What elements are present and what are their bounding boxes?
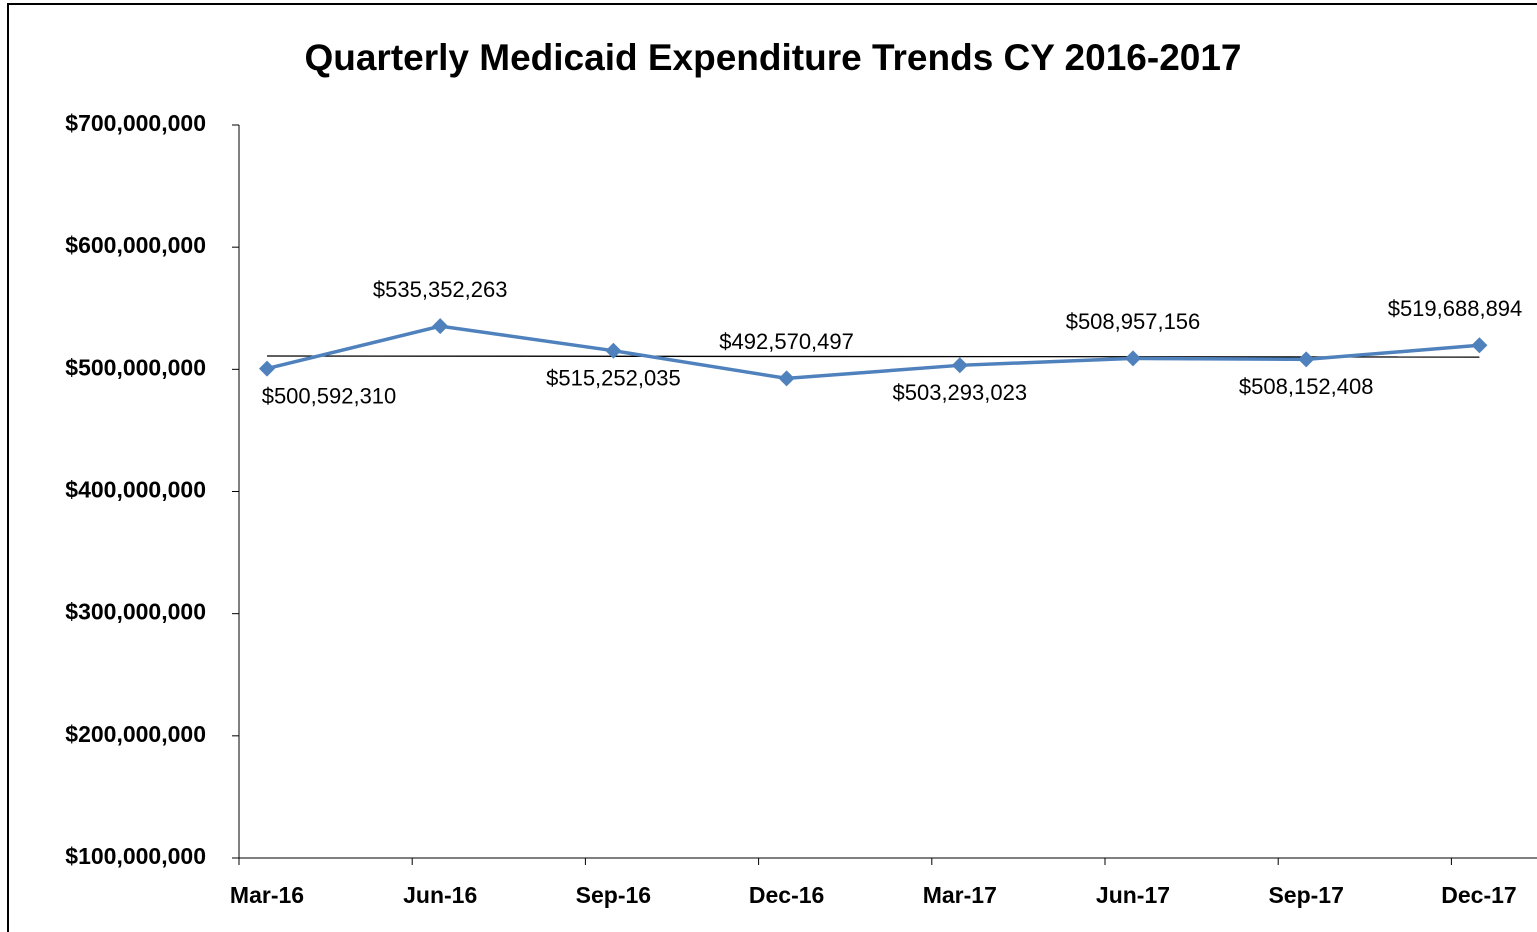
- y-tick-label: $400,000,000: [65, 477, 206, 503]
- marker: [951, 357, 968, 374]
- chart-title: Quarterly Medicaid Expenditure Trends CY…: [304, 37, 1241, 78]
- data-label: $515,252,035: [546, 366, 681, 391]
- marker: [1298, 351, 1315, 368]
- marker: [1471, 337, 1488, 354]
- marker: [432, 318, 449, 335]
- marker: [778, 370, 795, 387]
- data-label: $508,152,408: [1239, 374, 1374, 399]
- marker: [1125, 350, 1141, 367]
- trendline: [266, 355, 1480, 358]
- data-label: $535,352,263: [373, 277, 508, 302]
- marker: [605, 342, 622, 359]
- y-tick-label: $100,000,000: [65, 843, 206, 869]
- data-label: $503,293,023: [893, 380, 1028, 405]
- y-tick-label: $600,000,000: [65, 232, 206, 258]
- data-label: $508,957,156: [1066, 309, 1201, 334]
- x-tick-label: Dec-17: [1441, 882, 1516, 908]
- data-label: $492,570,497: [719, 329, 854, 354]
- data-label: $500,592,310: [262, 383, 397, 408]
- x-tick-label: Jun-16: [403, 882, 477, 908]
- x-tick-label: Jun-17: [1096, 882, 1170, 908]
- y-tick-label: $200,000,000: [65, 721, 206, 747]
- x-tick-label: Sep-17: [1268, 882, 1343, 908]
- chart-border: [7, 3, 1537, 932]
- data-label: $519,688,894: [1388, 296, 1523, 321]
- y-tick-label: $700,000,000: [65, 110, 206, 136]
- x-tick-label: Mar-16: [230, 882, 304, 908]
- x-tick-label: Sep-16: [576, 882, 651, 908]
- x-tick-label: Mar-17: [923, 882, 997, 908]
- marker: [259, 360, 275, 377]
- y-tick-label: $300,000,000: [65, 599, 206, 625]
- data-line: [266, 324, 1480, 381]
- x-tick-label: Dec-16: [749, 882, 824, 908]
- y-tick-label: $500,000,000: [65, 354, 206, 380]
